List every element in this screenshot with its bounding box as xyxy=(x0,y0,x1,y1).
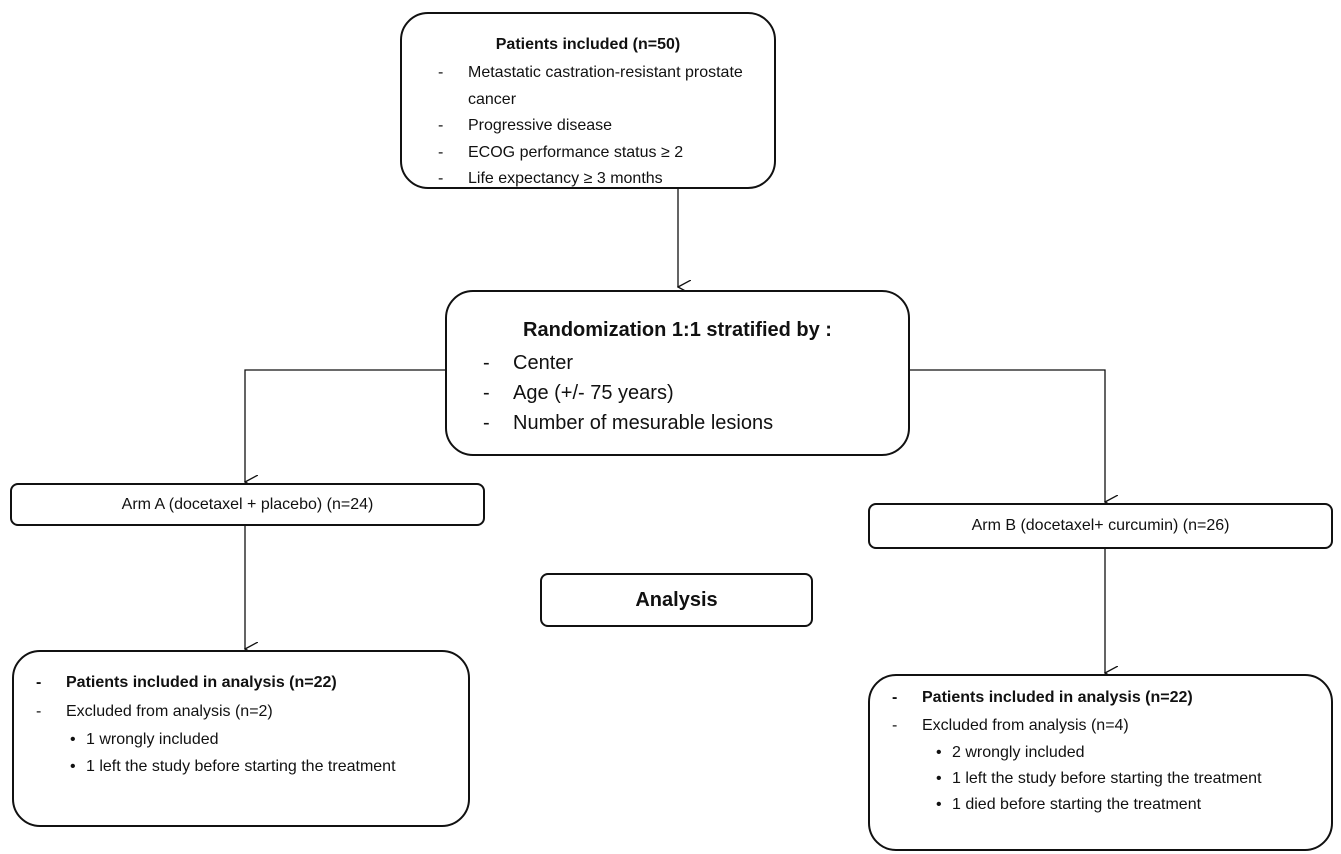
arm-a-box: Arm A (docetaxel + placebo) (n=24) xyxy=(10,483,485,526)
inclusion-box: Patients included (n=50) Metastatic cast… xyxy=(400,12,776,192)
reason-item: 2 wrongly included xyxy=(936,740,1282,766)
arrow xyxy=(245,369,445,482)
included-item: Patients included in analysis (n=22) xyxy=(36,668,468,697)
inclusion-item: ECOG performance status ≥ 2 xyxy=(438,140,774,167)
arrow xyxy=(910,369,1105,502)
randomization-item: Age (+/- 75 years) xyxy=(483,378,908,408)
reason-item: 1 left the study before starting the tre… xyxy=(70,753,396,780)
excluded-item: Excluded from analysis (n=2) xyxy=(36,697,468,726)
arm-b-box: Arm B (docetaxel+ curcumin) (n=26) xyxy=(868,503,1333,549)
randomization-title: Randomization 1:1 stratified by : xyxy=(523,319,832,341)
randomization-item: Center xyxy=(483,348,908,378)
inclusion-item: Progressive disease xyxy=(438,113,774,140)
inclusion-title: Patients included (n=50) xyxy=(495,36,681,53)
arm-label: Arm A (docetaxel + placebo) (n=24) xyxy=(121,495,374,513)
reason-item: 1 left the study before starting the tre… xyxy=(936,766,1282,792)
analysis-a-box: Patients included in analysis (n=22) Exc… xyxy=(12,650,470,827)
analysis-box: Analysis xyxy=(540,573,813,627)
reason-item: 1 wrongly included xyxy=(70,726,396,753)
excluded-item: Excluded from analysis (n=4) xyxy=(892,712,1331,740)
randomization-box: Randomization 1:1 stratified by : Center… xyxy=(445,290,910,456)
arm-label: Arm B (docetaxel+ curcumin) (n=26) xyxy=(971,517,1230,534)
analysis-b-box: Patients included in analysis (n=22) Exc… xyxy=(868,674,1333,851)
reason-item: 1 died before starting the treatment xyxy=(936,792,1282,818)
inclusion-item: Life expectancy ≥ 3 months xyxy=(438,166,774,193)
randomization-item: Number of mesurable lesions xyxy=(483,408,908,438)
analysis-label: Analysis xyxy=(635,588,718,611)
included-item: Patients included in analysis (n=22) xyxy=(892,684,1331,712)
inclusion-item: Metastatic castration-resistant prostate… xyxy=(438,60,774,113)
